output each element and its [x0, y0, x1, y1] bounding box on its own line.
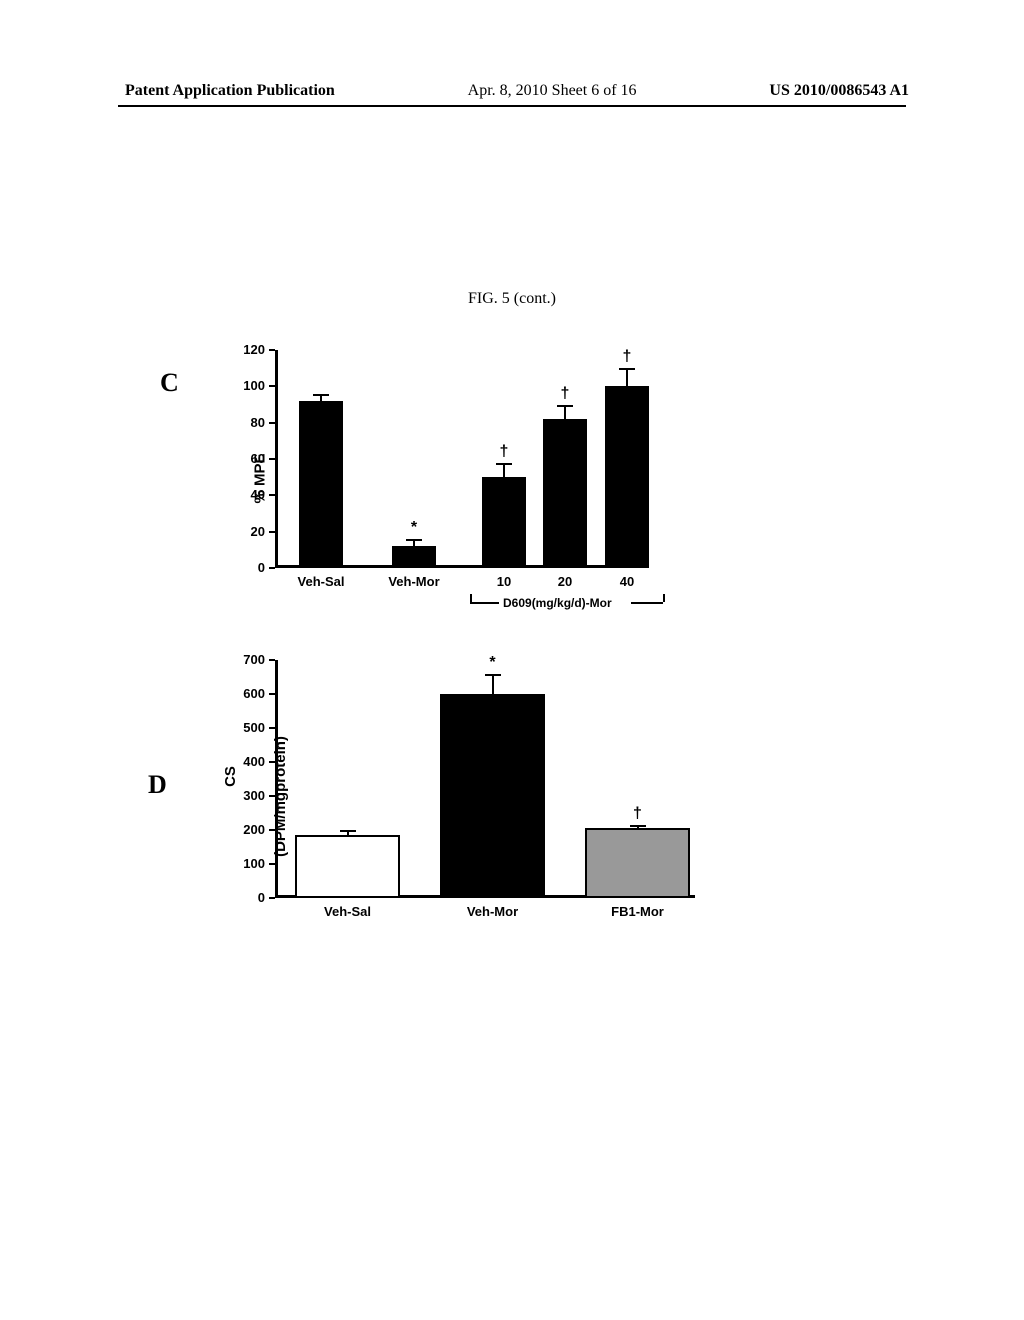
y-tick-label: 700	[235, 652, 265, 667]
error-bar-stem	[503, 463, 505, 478]
y-tick-label: 500	[235, 720, 265, 735]
y-tick-label: 100	[235, 856, 265, 871]
error-bar-cap	[340, 830, 356, 832]
bar	[295, 835, 400, 898]
y-tick-label: 300	[235, 788, 265, 803]
chart-c: % MPE 020406080100120Veh-Sal*Veh-Mor†10†…	[275, 350, 635, 568]
y-tick	[269, 693, 275, 695]
bar	[482, 477, 526, 568]
error-bar-cap	[619, 368, 635, 370]
bracket-line	[663, 594, 665, 602]
x-category-label: Veh-Sal	[281, 574, 361, 589]
x-category-label: Veh-Sal	[308, 904, 388, 919]
y-tick	[269, 422, 275, 424]
y-tick	[269, 795, 275, 797]
error-bar-cap	[313, 394, 329, 396]
y-tick	[269, 761, 275, 763]
x-category-label: Veh-Mor	[453, 904, 533, 919]
y-tick-label: 200	[235, 822, 265, 837]
bar	[605, 386, 649, 568]
error-bar-stem	[626, 368, 628, 386]
panel-d-label: D	[148, 770, 167, 800]
header-rule	[118, 105, 906, 107]
y-tick	[269, 494, 275, 496]
panel-c-label: C	[160, 368, 179, 398]
y-tick	[269, 727, 275, 729]
significance-mark: †	[628, 805, 648, 823]
bar	[299, 401, 343, 568]
y-tick-label: 20	[235, 524, 265, 539]
y-tick-label: 80	[235, 415, 265, 430]
significance-mark: †	[617, 348, 637, 366]
y-tick	[269, 829, 275, 831]
y-tick-label: 100	[235, 378, 265, 393]
y-tick	[269, 531, 275, 533]
y-tick	[269, 567, 275, 569]
header-patent-number: US 2010/0086543 A1	[769, 82, 909, 100]
chart-d-ylabel1: CS	[222, 766, 239, 787]
bracket-label: D609(mg/kg/d)-Mor	[503, 596, 612, 610]
bracket-line	[470, 594, 472, 602]
y-tick-label: 400	[235, 754, 265, 769]
significance-mark: †	[494, 443, 514, 461]
error-bar-cap	[557, 405, 573, 407]
chart-d-plot: 0100200300400500600700Veh-Sal*Veh-Mor†FB…	[275, 660, 695, 898]
bar	[440, 694, 545, 898]
bracket-line	[470, 602, 499, 604]
x-category-label: Veh-Mor	[374, 574, 454, 589]
y-tick	[269, 385, 275, 387]
header-date-sheet: Apr. 8, 2010 Sheet 6 of 16	[468, 82, 637, 100]
x-category-label: FB1-Mor	[598, 904, 678, 919]
y-tick	[269, 659, 275, 661]
significance-mark: †	[555, 385, 575, 403]
error-bar-cap	[485, 674, 501, 676]
significance-mark: *	[404, 519, 424, 537]
bar	[585, 828, 690, 898]
bar	[543, 419, 587, 568]
y-axis	[275, 660, 278, 898]
y-tick-label: 40	[235, 487, 265, 502]
x-category-label: 40	[587, 574, 667, 589]
error-bar-stem	[564, 405, 566, 420]
header-publication: Patent Application Publication	[125, 82, 335, 100]
y-tick-label: 600	[235, 686, 265, 701]
significance-mark: *	[483, 654, 503, 672]
bar	[392, 546, 436, 568]
error-bar-cap	[496, 463, 512, 465]
chart-c-plot: 020406080100120Veh-Sal*Veh-Mor†10†20†40D…	[275, 350, 635, 568]
error-bar-cap	[406, 539, 422, 541]
y-tick	[269, 897, 275, 899]
bracket-line	[631, 602, 663, 604]
y-tick-label: 120	[235, 342, 265, 357]
y-tick-label: 0	[235, 890, 265, 905]
y-tick	[269, 349, 275, 351]
error-bar-stem	[492, 674, 494, 694]
figure-title: FIG. 5 (cont.)	[0, 290, 1024, 308]
y-axis	[275, 350, 278, 568]
y-tick-label: 0	[235, 560, 265, 575]
error-bar-cap	[630, 825, 646, 827]
y-tick	[269, 863, 275, 865]
y-tick	[269, 458, 275, 460]
y-tick-label: 60	[235, 451, 265, 466]
chart-d: CS (DPM/mgprotein) 010020030040050060070…	[275, 660, 695, 898]
page-header: Patent Application Publication Apr. 8, 2…	[0, 82, 1024, 100]
